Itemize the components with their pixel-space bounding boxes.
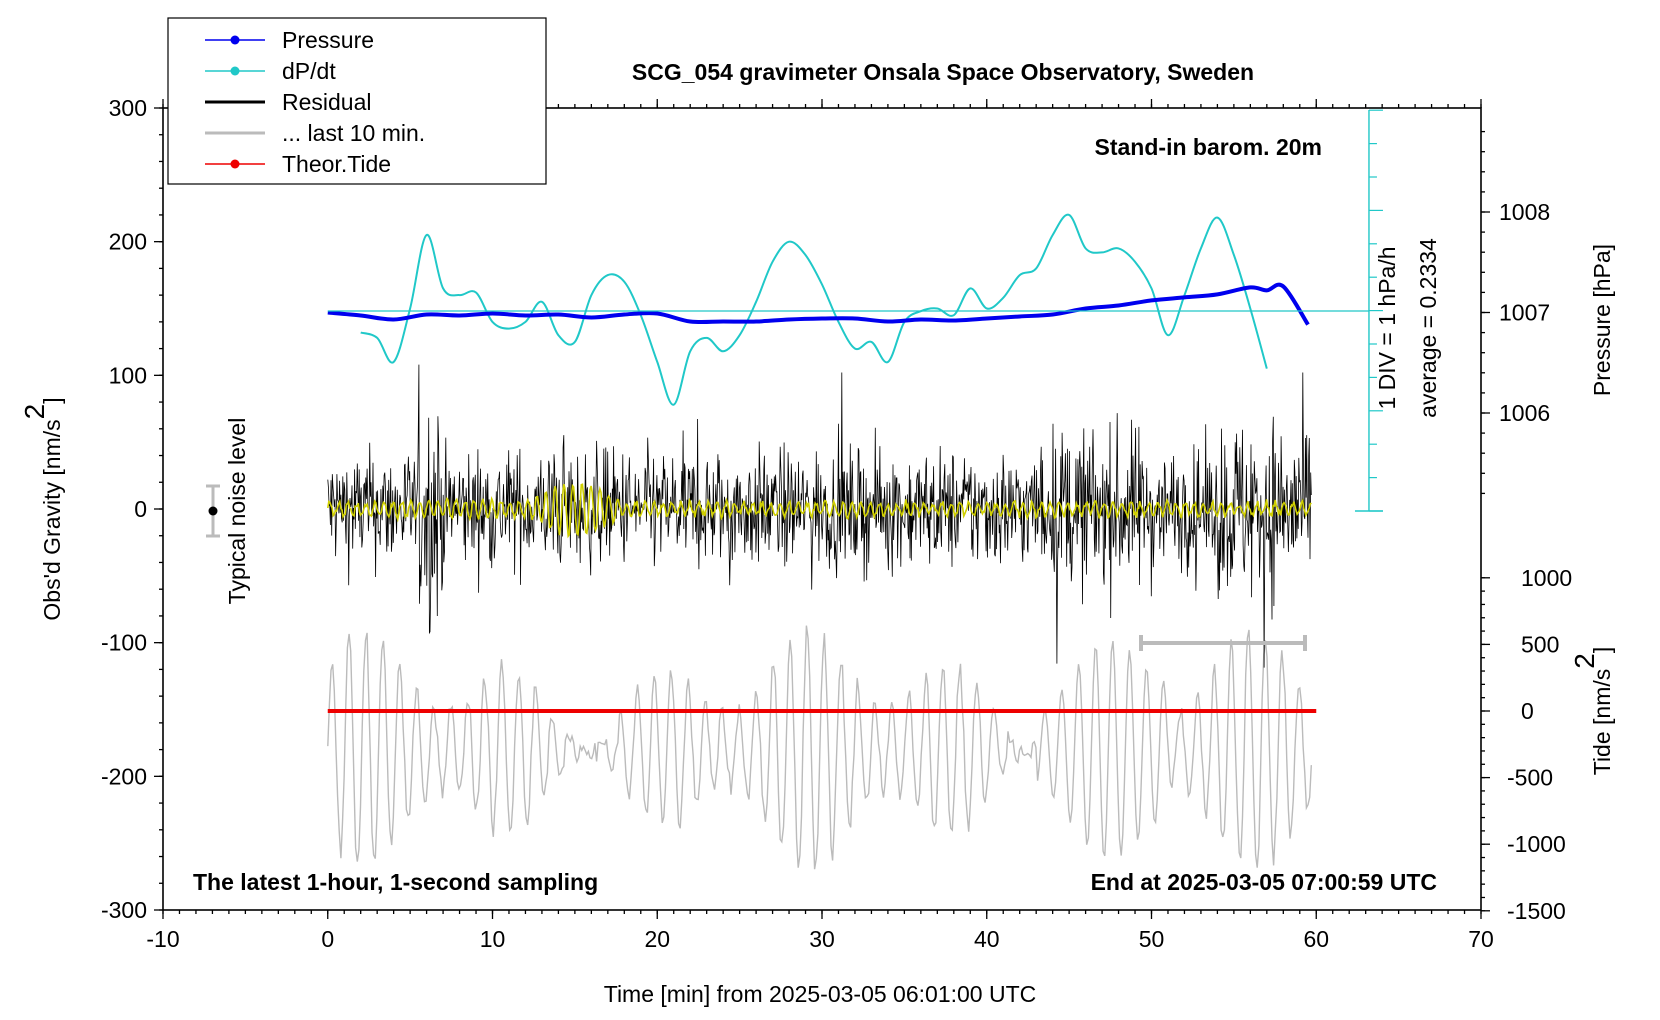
y-left-close: ] <box>39 397 65 403</box>
x-tick-label: 60 <box>1303 926 1329 952</box>
y-left-text: Obs'd Gravity [nm/s <box>39 419 65 620</box>
y-left-superscript: 2 <box>19 404 50 420</box>
last10-series <box>327 625 1312 870</box>
legend-label: Residual <box>282 89 372 115</box>
legend-swatch-dot <box>230 66 240 76</box>
x-tick-label: 10 <box>480 926 506 952</box>
tide-tick-label: 1000 <box>1521 565 1572 591</box>
tide-tick-label: 500 <box>1521 631 1559 657</box>
note-left: The latest 1-hour, 1-second sampling <box>193 869 598 895</box>
y-tide-superscript: 2 <box>1569 653 1600 669</box>
y-axis-label-tide: Tide [nm/s2] <box>1569 647 1615 775</box>
noise-level-bar <box>206 484 220 538</box>
x-tick-label: 40 <box>974 926 1000 952</box>
x-tick-label: 50 <box>1139 926 1165 952</box>
pressure-tick-label: 1006 <box>1499 400 1550 426</box>
residual-layer <box>327 364 1312 668</box>
residual-series <box>327 364 1312 668</box>
axis-ticks: -10 0 10 20 30 40 50 60 70-300-200-1000100200300… <box>101 95 1572 952</box>
legend: Pressure dP/dt Residual ... last 10 min. The… <box>167 17 547 185</box>
legend-label: ... last 10 min. <box>282 120 425 146</box>
x-tick-label: 20 <box>644 926 670 952</box>
barometer-label: Stand-in barom. 20m <box>1095 134 1322 160</box>
y-tick-label: -300 <box>101 897 147 923</box>
legend-label: Pressure <box>282 27 374 53</box>
pressure-tick-label: 1007 <box>1499 300 1550 326</box>
legend-swatch-dot <box>230 35 240 45</box>
x-tick-label: 70 <box>1468 926 1494 952</box>
x-tick-label: 0 <box>321 926 334 952</box>
y-tick-label: 0 <box>134 496 147 522</box>
legend-label: Theor.Tide <box>282 151 391 177</box>
dpdt-series <box>360 213 1268 406</box>
pressure-tick-label: 1008 <box>1499 199 1550 225</box>
noise-level-label: Typical noise level <box>224 418 250 605</box>
note-right: End at 2025-03-05 07:00:59 UTC <box>1091 869 1437 895</box>
filtered-series <box>327 483 1312 539</box>
pressure-layer <box>327 282 1310 326</box>
legend-label: dP/dt <box>282 58 336 84</box>
y-tick-label: 300 <box>109 95 147 121</box>
dpdt-layer <box>360 213 1268 406</box>
last10-layer <box>327 625 1312 870</box>
tide-tick-label: -1500 <box>1507 898 1566 924</box>
last10-indicator <box>1139 635 1307 651</box>
legend-swatch-dot <box>230 159 240 169</box>
scale-label: 1 DIV = 1 hPa/h <box>1374 246 1400 409</box>
y-tick-label: -100 <box>101 630 147 656</box>
y-axis-label-pressure: Pressure [hPa] <box>1589 244 1615 396</box>
tide-tick-label: -1000 <box>1507 831 1566 857</box>
y-tide-text: Tide [nm/s <box>1589 669 1615 776</box>
x-tick-label: 30 <box>809 926 835 952</box>
pressure-series <box>327 282 1310 326</box>
y-tick-label: -200 <box>101 763 147 789</box>
chart-title: SCG_054 gravimeter Onsala Space Observat… <box>632 59 1254 85</box>
tide-tick-label: 0 <box>1521 698 1534 724</box>
y-tick-label: 100 <box>109 362 147 388</box>
tide-tick-label: -500 <box>1507 765 1553 791</box>
average-label: average = 0.2334 <box>1415 238 1441 418</box>
dpdt-scale-bar <box>327 109 1383 512</box>
y-axis-label-left: Obs'd Gravity [nm/s2] <box>19 397 65 620</box>
y-tide-close: ] <box>1589 647 1615 653</box>
filtered-layer <box>327 483 1312 539</box>
x-axis-label: Time [min] from 2025-03-05 06:01:00 UTC <box>604 981 1037 1007</box>
y-tick-label: 200 <box>109 229 147 255</box>
x-tick-label: -10 <box>146 926 179 952</box>
